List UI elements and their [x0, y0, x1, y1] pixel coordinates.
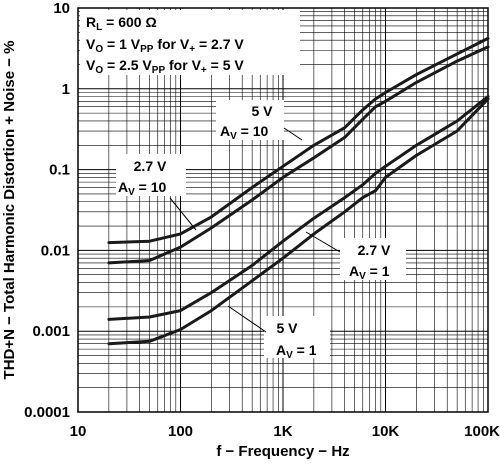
series-line-2 — [107, 45, 490, 265]
condition-vo-5v: VO = 2.5 VPP for V+ = 5 V — [86, 57, 244, 76]
annotation-gain: AV = 1 — [276, 342, 317, 361]
conditions-box: RL = 600 Ω VO = 1 VPP for V+ = 2.7 V VO … — [80, 10, 300, 76]
y-tick-label: 1 — [62, 81, 70, 98]
x-tick-label: 1K — [273, 423, 292, 440]
series-line-4 — [107, 97, 490, 346]
annotation-2v7-av10: 2.7 V AV = 10 — [116, 154, 197, 231]
leader-line — [227, 305, 267, 333]
conditions-background — [80, 10, 300, 75]
x-axis-title: f − Frequency − Hz — [216, 443, 349, 460]
annotation-gain: AV = 10 — [220, 123, 269, 142]
leader-line — [283, 127, 303, 141]
x-tick-label: 100 — [168, 423, 193, 440]
annotation-supply: 2.7 V — [358, 242, 391, 258]
y-tick-label: 0.001 — [32, 323, 70, 340]
y-tick-labels: 0.0001 0.001 0.01 0.1 1 10 — [24, 0, 70, 421]
condition-vo-2v7: VO = 1 VPP for V+ = 2.7 V — [86, 36, 244, 55]
annotation-supply: 2.7 V — [134, 158, 167, 174]
annotation-background — [340, 238, 406, 280]
annotation-background — [116, 154, 186, 196]
annotation-background — [216, 100, 284, 140]
annotation-5v-av10: 5 V AV = 10 — [216, 100, 303, 142]
annotation-supply: 5 V — [251, 103, 273, 119]
curves — [107, 36, 490, 346]
annotation-supply: 5 V — [276, 320, 298, 336]
series-line-1 — [107, 36, 490, 245]
y-tick-label: 10 — [53, 0, 70, 17]
annotation-gain: AV = 10 — [118, 179, 167, 198]
x-tick-label: 10 — [70, 423, 87, 440]
y-tick-label: 0.0001 — [24, 404, 70, 421]
annotation-2v7-av1: 2.7 V AV = 1 — [305, 231, 406, 282]
y-axis-title: THD+N − Total Harmonic Distortion + Nois… — [1, 41, 18, 380]
annotation-background — [264, 316, 330, 358]
y-tick-label: 0.1 — [49, 162, 70, 179]
annotation-5v-av1: 5 V AV = 1 — [227, 305, 330, 361]
x-tick-label: 10K — [372, 423, 400, 440]
x-tick-labels: 10 100 1K 10K 100K — [70, 423, 500, 440]
y-tick-label: 0.01 — [41, 242, 70, 259]
condition-rl: RL = 600 Ω — [86, 14, 157, 33]
x-tick-label: 100K — [464, 423, 500, 440]
series-line-3 — [107, 95, 490, 321]
plot-frame — [77, 7, 489, 413]
annotation-gain: AV = 1 — [349, 263, 390, 282]
leader-line — [169, 197, 197, 231]
leader-line — [305, 231, 341, 253]
